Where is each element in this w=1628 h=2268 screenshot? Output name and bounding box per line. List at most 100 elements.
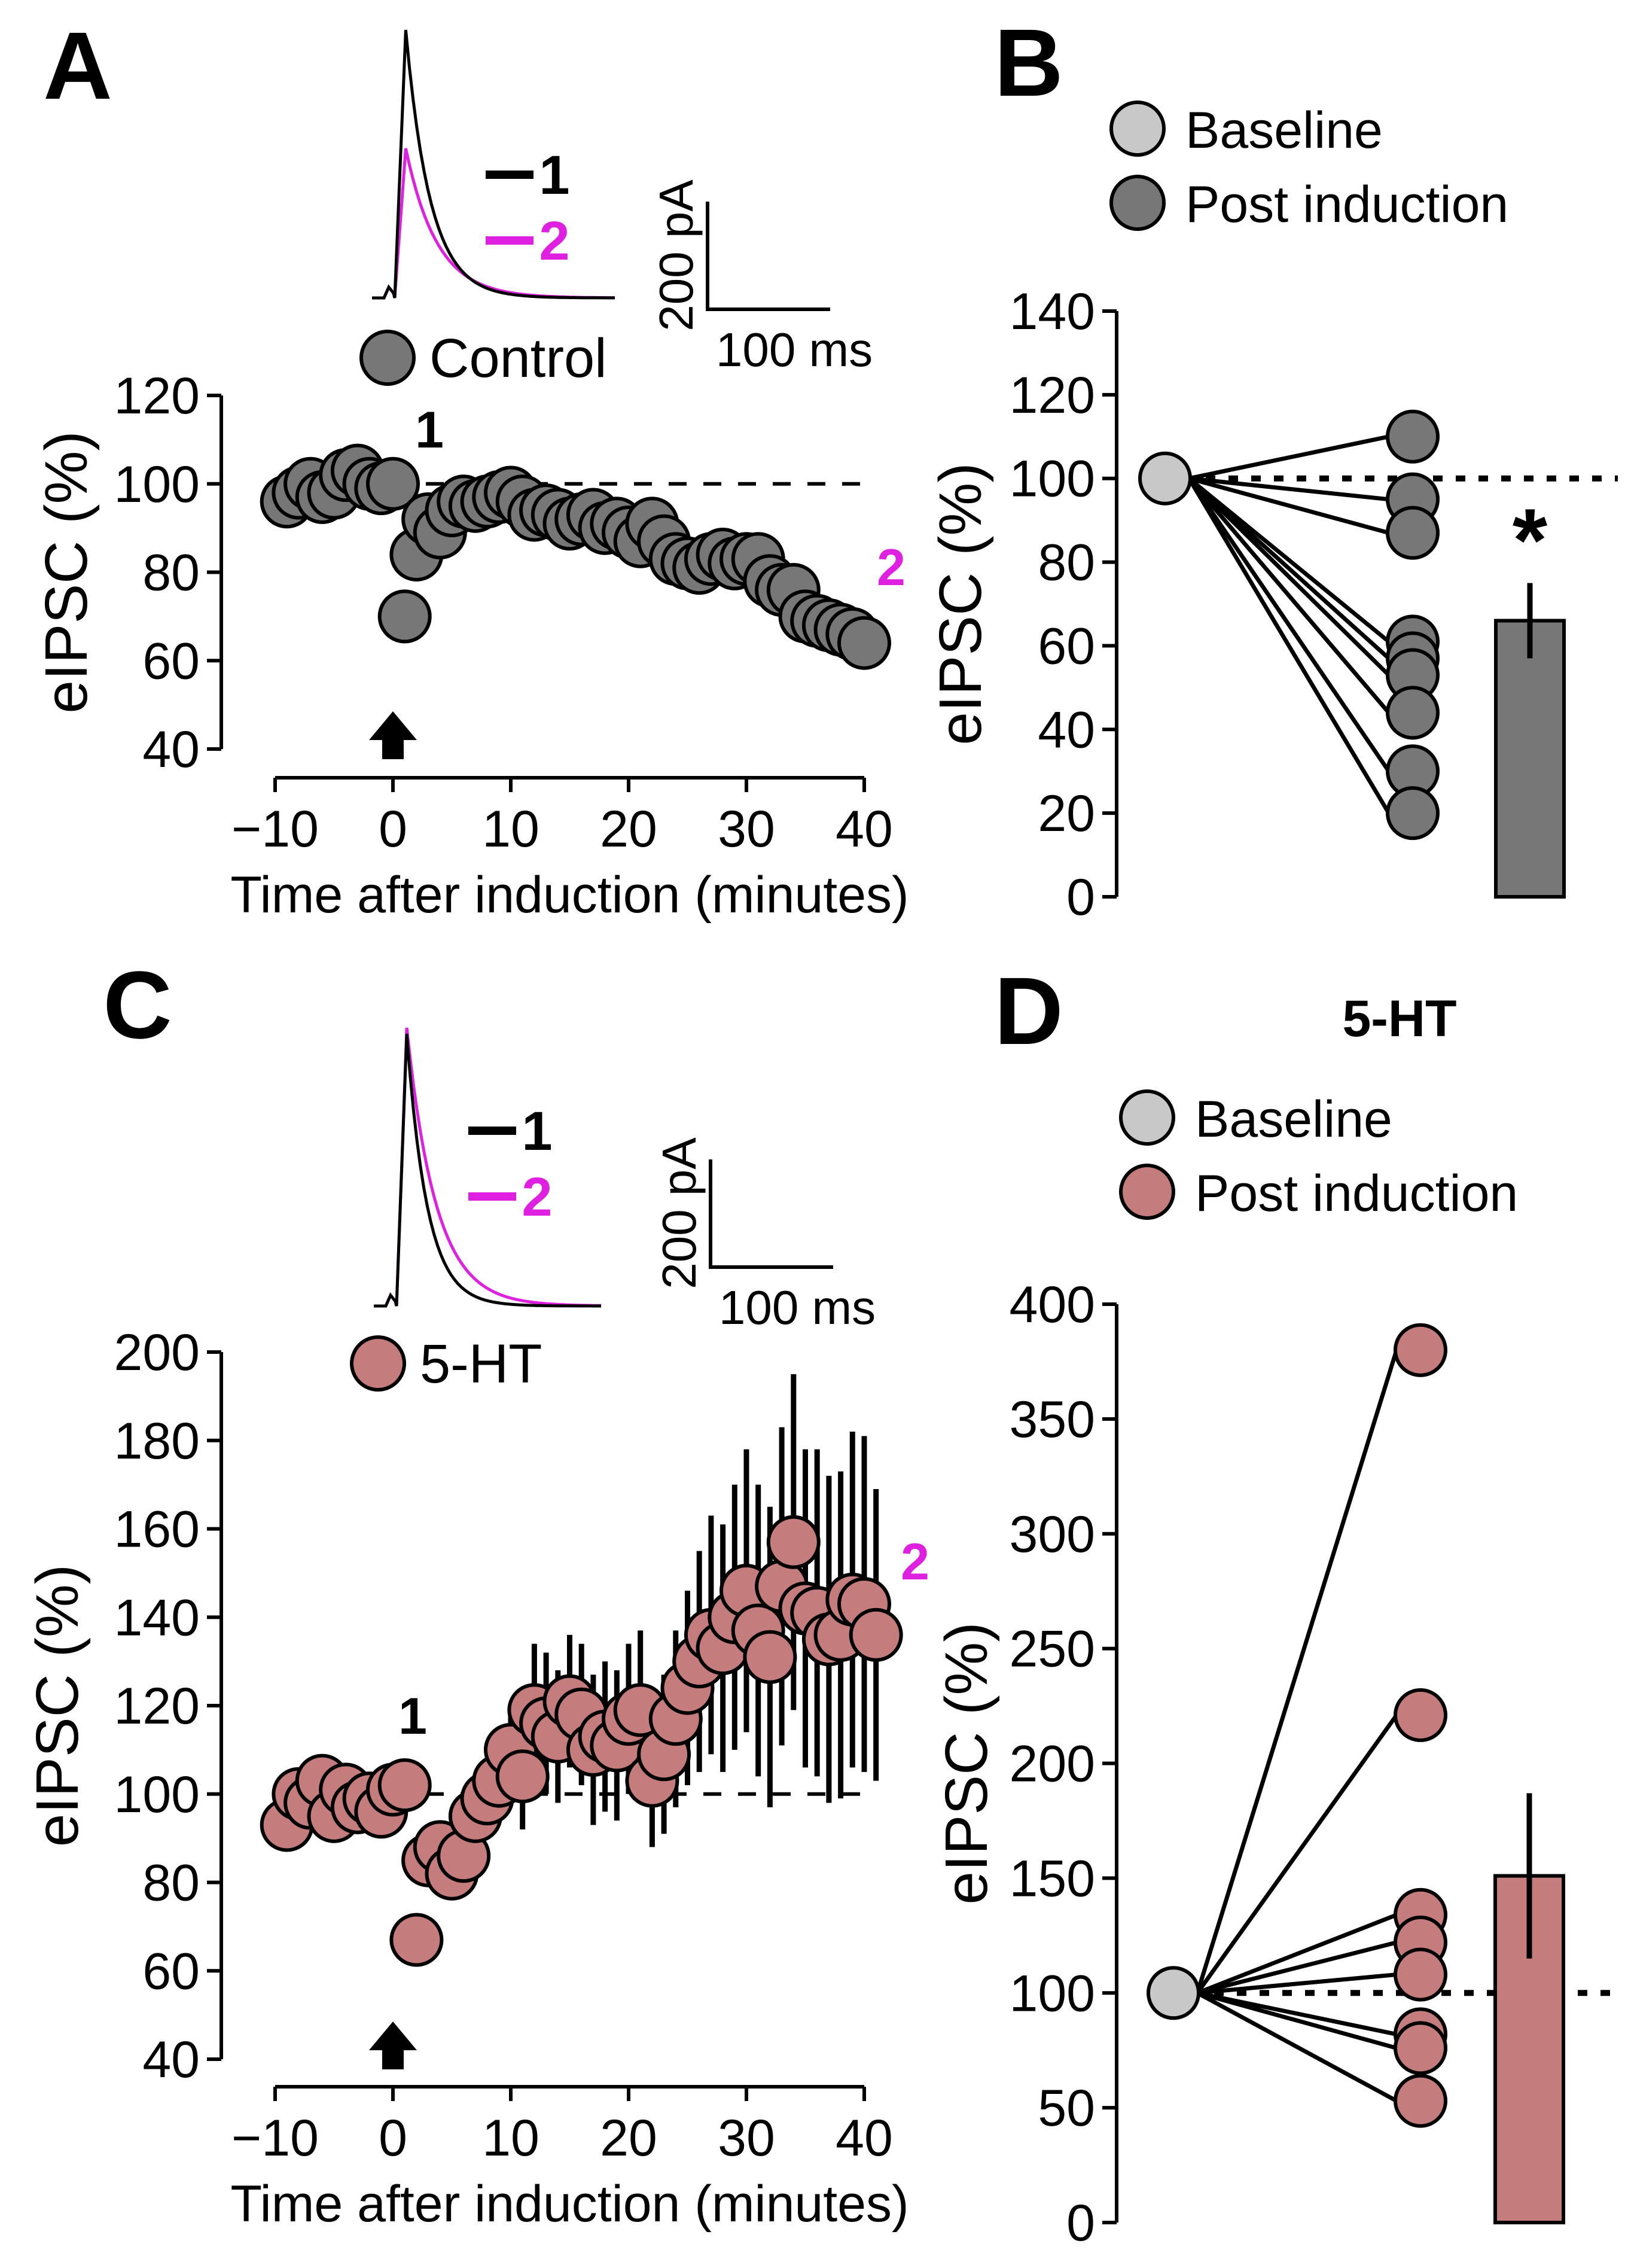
y-tick-label: 160 [114,1501,200,1558]
post-point [1394,2021,1447,2075]
data-point [389,1913,444,1967]
x-tick-label: −10 [231,2109,319,2167]
marker-1: 1 [398,1688,427,1745]
induction-arrow-icon [369,711,417,759]
y-tick-label: 0 [1066,869,1095,926]
pair-line [1187,477,1391,714]
time-course-a: 40 60 80 100 120 −10 0 10 20 30 40 Time after induc… [33,29,909,924]
panel-letter-d: D [994,957,1063,1064]
y-tick-label: 0 [1066,2194,1095,2252]
pair-line [1197,1972,1397,1995]
legend-label: Control [429,328,607,389]
x-tick-label: 30 [718,2109,775,2167]
x-tick-label: 20 [600,2109,657,2167]
x-axis-label: Time after induction (minutes) [230,866,908,924]
x-tick-label: 10 [482,2109,539,2167]
y-tick-label: 40 [142,2031,200,2089]
y-tick-label: 200 [114,1324,200,1381]
legend-symbol [359,330,416,386]
induction-arrow-icon [369,2022,417,2069]
y-tick-label: 180 [114,1412,200,1470]
legend-symbol [350,1335,406,1392]
y-tick-label: 400 [1010,1276,1096,1334]
data-point [849,1608,903,1662]
panel-title: 5-HT [1342,990,1456,1048]
example-traces [374,1027,602,1308]
legend-symbol-post [1119,1164,1175,1220]
x-tick-label: 40 [836,2109,893,2167]
pair-line [1188,476,1389,502]
data-point [495,1749,550,1804]
y-tick-label: 80 [142,544,200,602]
legend-label-baseline: Baseline [1185,102,1383,159]
scale-bar-x-label: 100 ms [716,323,873,376]
pair-line [1188,434,1389,481]
y-axis-label: eIPSC (%) [33,431,100,713]
post-point [1394,1688,1447,1742]
trace-legend-label-1: 1 [522,1101,552,1162]
post-point [1394,2074,1447,2128]
y-tick-label: 250 [1010,1621,1096,1678]
scale-bar-y-label: 200 pA [653,1137,706,1289]
mean-bar [1493,1874,1565,2225]
x-tick-label: 10 [482,800,539,858]
data-point [366,456,420,511]
trace-1 [372,29,615,300]
y-tick-label: 200 [1010,1736,1096,1793]
trace-legend-label-2: 2 [522,1167,552,1228]
x-tick-label: 20 [600,800,657,858]
trace-2 [374,1027,602,1308]
data-point [766,1515,821,1569]
y-tick-label: 100 [114,1766,200,1823]
y-tick-label: 350 [1010,1391,1096,1448]
scale-bar [706,202,830,311]
legend-label-post: Post induction [1195,1165,1518,1222]
x-tick-label: 30 [718,800,775,858]
pair-line [1197,1990,1397,2050]
paired-b: 0 20 40 60 80 100 120 140 eIPSC (%) * Baseline Post… [927,101,1618,926]
y-axis-label: eIPSC (%) [24,1564,91,1847]
y-tick-label: 120 [114,1678,200,1735]
pair-line [1187,477,1391,773]
scale-bar [709,1159,833,1269]
legend-label-post: Post induction [1185,176,1508,233]
legend-label: 5-HT [420,1334,542,1395]
panel-letter-a: A [43,12,112,119]
y-tick-label: 300 [1010,1506,1096,1563]
y-tick-label: 150 [1010,1850,1096,1907]
pair-line [1196,1991,1398,2103]
post-point [1394,1947,1447,2002]
data-point [377,589,432,644]
pair-line [1196,1713,1398,1995]
pair-line [1187,477,1391,677]
legend-symbol-baseline [1109,101,1166,157]
marker-2: 2 [877,539,906,596]
scale-bar-x-label: 100 ms [719,1281,876,1334]
y-tick-label: 60 [142,1943,200,2000]
post-point [1386,506,1440,560]
pair-line [1197,1990,1397,2036]
y-tick-label: 100 [1010,450,1096,508]
y-tick-label: 120 [114,367,200,425]
post-point [1386,686,1440,740]
marker-1: 1 [415,401,444,459]
x-tick-label: 0 [379,2109,407,2167]
data-point [837,616,891,670]
scale-bar-y-label: 200 pA [650,179,703,331]
y-tick-label: 40 [142,721,200,778]
baseline-point [1138,451,1192,506]
pair-line [1187,477,1391,814]
y-tick-label: 80 [142,1855,200,1912]
legend-symbol-baseline [1119,1089,1175,1146]
y-axis-label: eIPSC (%) [927,462,994,745]
pair-line [1195,1349,1399,1994]
x-tick-label: −10 [231,800,319,858]
y-tick-label: 20 [1038,785,1095,842]
data-point [377,1758,432,1812]
x-axis-label: Time after induction (minutes) [230,2175,908,2233]
y-tick-label: 60 [142,632,200,690]
pair-line [1188,476,1389,535]
panel-letter-b: B [994,9,1063,116]
x-tick-label: 0 [379,800,407,858]
significance-marker: * [1513,490,1548,590]
